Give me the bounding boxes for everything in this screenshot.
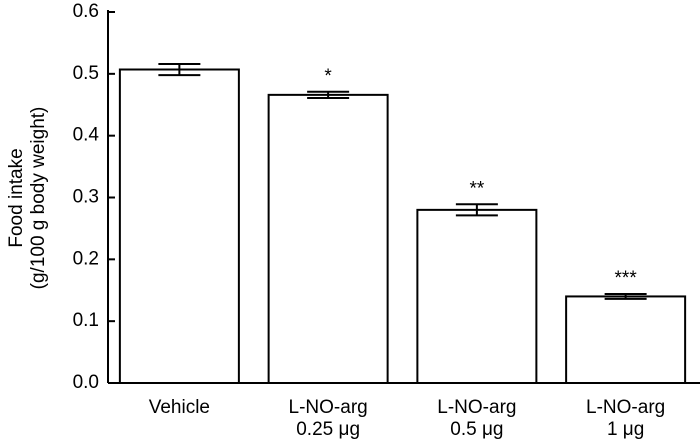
bar xyxy=(416,208,538,384)
x-tick-label: Vehicle xyxy=(149,397,210,418)
significance-label: ** xyxy=(469,178,484,199)
y-axis-label: Food intake xyxy=(6,148,27,247)
y-tick-label: 0.3 xyxy=(73,187,99,208)
bar xyxy=(118,68,240,384)
y-tick-label: 0.2 xyxy=(73,248,99,269)
y-axis-label: (g/100 g body weight) xyxy=(28,107,49,290)
x-tick-label: L-NO-arg 1 μg xyxy=(586,397,665,440)
x-tick-label: L-NO-arg 0.5 μg xyxy=(437,397,516,440)
y-tick-label: 0.4 xyxy=(73,125,100,146)
y-tick-label: 0.1 xyxy=(73,310,99,331)
significance-label: *** xyxy=(615,268,638,289)
y-tick-label: 0.6 xyxy=(73,1,99,22)
significance-label: * xyxy=(324,66,332,87)
bar xyxy=(267,93,389,385)
x-tick-label: L-NO-arg 0.25 μg xyxy=(289,397,368,440)
y-tick-label: 0.0 xyxy=(73,372,99,393)
bar xyxy=(565,295,687,384)
y-tick-label: 0.5 xyxy=(73,63,99,84)
